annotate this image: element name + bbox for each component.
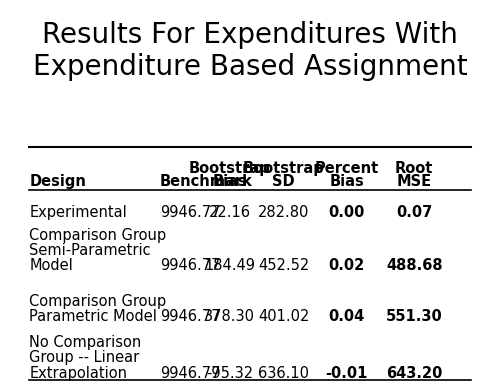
Text: 184.49: 184.49: [204, 258, 255, 273]
Text: 0.00: 0.00: [328, 205, 365, 220]
Text: Root: Root: [395, 161, 434, 176]
Text: 452.52: 452.52: [258, 258, 310, 273]
Text: -95.32: -95.32: [206, 366, 254, 381]
Text: 22.16: 22.16: [208, 205, 250, 220]
Text: Parametric Model: Parametric Model: [30, 309, 158, 324]
Text: Group -- Linear: Group -- Linear: [30, 350, 140, 365]
Text: Model: Model: [30, 258, 73, 273]
Text: 643.20: 643.20: [386, 366, 442, 381]
Text: 282.80: 282.80: [258, 205, 310, 220]
Text: Bootstrap: Bootstrap: [189, 161, 270, 176]
Text: Bias: Bias: [212, 174, 247, 189]
Text: Bootstrap: Bootstrap: [243, 161, 324, 176]
Text: 9946.77: 9946.77: [160, 309, 220, 324]
Text: Results For Expenditures With
Expenditure Based Assignment: Results For Expenditures With Expenditur…: [32, 20, 468, 81]
Text: Experimental: Experimental: [30, 205, 127, 220]
Text: 0.07: 0.07: [396, 205, 432, 220]
Text: 401.02: 401.02: [258, 309, 310, 324]
Text: SD: SD: [272, 174, 295, 189]
Text: -0.01: -0.01: [326, 366, 368, 381]
Text: Extrapolation: Extrapolation: [30, 366, 128, 381]
Text: Bias: Bias: [330, 174, 364, 189]
Text: MSE: MSE: [396, 174, 432, 189]
Text: 0.04: 0.04: [328, 309, 365, 324]
Text: 9946.77: 9946.77: [160, 258, 220, 273]
Text: No Comparison: No Comparison: [30, 335, 142, 350]
Text: Comparison Group: Comparison Group: [30, 228, 166, 243]
Text: 9946.77: 9946.77: [160, 366, 220, 381]
Text: Comparison Group: Comparison Group: [30, 294, 166, 309]
Text: 9946.77: 9946.77: [160, 205, 220, 220]
Text: Benchmark: Benchmark: [160, 174, 253, 189]
Text: 636.10: 636.10: [258, 366, 310, 381]
Text: Design: Design: [30, 174, 86, 189]
Text: 488.68: 488.68: [386, 258, 442, 273]
Text: 551.30: 551.30: [386, 309, 442, 324]
Text: 0.02: 0.02: [328, 258, 365, 273]
Text: Semi-Parametric: Semi-Parametric: [30, 243, 151, 258]
Text: 378.30: 378.30: [204, 309, 255, 324]
Text: Percent: Percent: [314, 161, 379, 176]
